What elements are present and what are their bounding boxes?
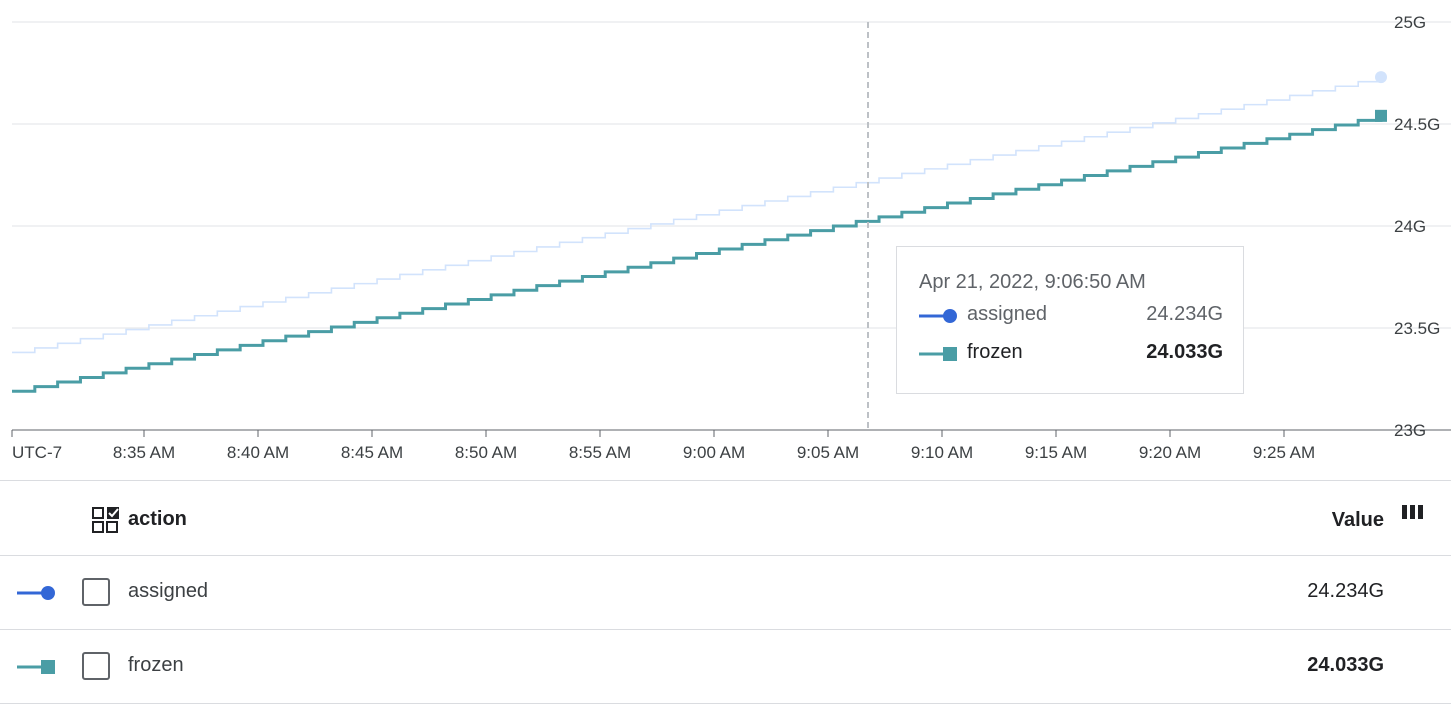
frozen-series-swatch-icon [17, 660, 55, 674]
legend-row-assigned[interactable]: assigned 24.234G [0, 556, 1451, 630]
y-tick-label: 24.5G [1394, 115, 1440, 134]
line-chart: 25G 24.5G 24G 23.5G 23G UTC-7 8:35 AM 8:40 AM 8:… [11, 13, 1451, 462]
x-tick-label: 9:05 AM [797, 443, 859, 462]
legend-series-name: assigned [128, 580, 209, 602]
frozen-endpoint-marker [1375, 109, 1387, 122]
x-tick-label: 8:40 AM [227, 443, 289, 462]
assigned-series-swatch-icon [17, 586, 55, 600]
tooltip-row-assigned: assigned 24.234G [919, 303, 1223, 329]
tooltip-series-value: 24.033G [1146, 341, 1223, 363]
legend-series-name: frozen [128, 654, 184, 676]
tooltip-series-name: frozen [967, 341, 1023, 363]
frozen-checkbox[interactable] [82, 652, 110, 680]
x-tick-label: 9:25 AM [1253, 443, 1315, 462]
assigned-series-line [12, 77, 1382, 354]
hover-tooltip: Apr 21, 2022, 9:06:50 AM assigned 24.234… [896, 246, 1244, 394]
select-all-grid-icon[interactable] [92, 506, 120, 534]
legend-series-value: 24.234G [1307, 580, 1384, 602]
assigned-endpoint-marker [1375, 71, 1387, 84]
value-column-header[interactable]: Value [1331, 509, 1384, 531]
x-tick-label: 8:35 AM [113, 443, 175, 462]
y-tick-label: 23.5G [1394, 319, 1440, 338]
legend-table-header: action Value [0, 480, 1451, 556]
timezone-label: UTC-7 [12, 443, 62, 462]
frozen-series-swatch-icon [919, 347, 957, 361]
tooltip-timestamp: Apr 21, 2022, 9:06:50 AM [919, 271, 1146, 293]
x-tick-label: 9:20 AM [1139, 443, 1201, 462]
legend-series-value: 24.033G [1307, 654, 1384, 676]
x-tick-label: 9:15 AM [1025, 443, 1087, 462]
y-tick-label: 25G [1394, 13, 1426, 32]
x-tick-label: 9:00 AM [683, 443, 745, 462]
assigned-checkbox[interactable] [82, 578, 110, 606]
action-column-header[interactable]: action [128, 508, 187, 530]
tooltip-row-frozen: frozen 24.033G [919, 341, 1223, 367]
x-tick-label: 8:45 AM [341, 443, 403, 462]
y-tick-label: 23G [1394, 421, 1426, 440]
x-tick-label: 8:50 AM [455, 443, 517, 462]
y-tick-label: 24G [1394, 217, 1426, 236]
x-tick-label: 9:10 AM [911, 443, 973, 462]
frozen-series-line [12, 115, 1383, 393]
column-picker-icon[interactable] [1402, 503, 1424, 521]
x-tick-label: 8:55 AM [569, 443, 631, 462]
tooltip-series-value: 24.234G [1146, 303, 1223, 325]
legend-row-frozen[interactable]: frozen 24.033G [0, 630, 1451, 704]
series-legend-table: action Value assigned 24.234G frozen 24.… [0, 480, 1451, 715]
tooltip-series-name: assigned [967, 303, 1048, 325]
assigned-series-swatch-icon [919, 309, 957, 323]
